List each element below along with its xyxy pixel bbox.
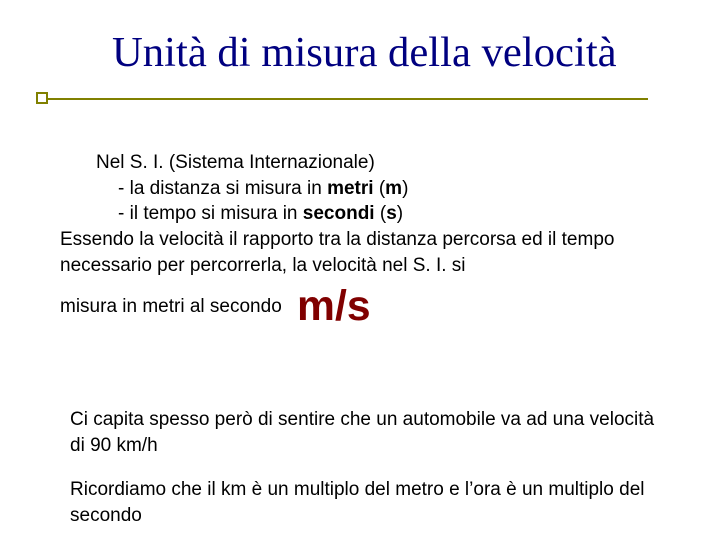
bullet-time: - il tempo si misura in secondi (s) xyxy=(60,201,672,227)
bullet-time-open: ( xyxy=(375,203,387,224)
title-wrap: Unità di misura della velocità xyxy=(112,28,680,77)
bullet-time-prefix: - il tempo si misura in xyxy=(118,203,303,224)
bullet-time-bold: secondi xyxy=(303,203,375,224)
line-rapporto: Essendo la velocità il rapporto tra la d… xyxy=(60,227,672,278)
bullet-distance-close: ) xyxy=(402,178,408,199)
bullet-distance-bold: metri xyxy=(327,178,373,199)
body-text: Nel S. I. (Sistema Internazionale) - la … xyxy=(60,150,672,336)
paragraph-automobile: Ci capita spesso però di sentire che un … xyxy=(70,407,660,458)
rule-square-icon xyxy=(36,92,48,104)
bullet-distance-unit: m xyxy=(385,178,402,199)
slide-title: Unità di misura della velocità xyxy=(112,28,680,77)
bullet-distance: - la distanza si misura in metri (m) xyxy=(60,176,672,202)
bullet-time-unit: s xyxy=(386,203,397,224)
ms-label: m/s xyxy=(297,278,371,336)
horizontal-rule xyxy=(36,98,648,100)
slide: Unità di misura della velocità Nel S. I.… xyxy=(0,0,720,540)
line-misura-ms: misura in metri al secondo m/s xyxy=(60,278,672,336)
bullet-distance-open: ( xyxy=(374,178,386,199)
line-si-intro: Nel S. I. (Sistema Internazionale) xyxy=(60,150,672,176)
paragraph-ricordiamo: Ricordiamo che il km è un multiplo del m… xyxy=(70,477,660,528)
line-misura-prefix: misura in metri al secondo xyxy=(60,296,282,317)
bullet-time-close: ) xyxy=(397,203,403,224)
bullet-distance-prefix: - la distanza si misura in xyxy=(118,178,327,199)
